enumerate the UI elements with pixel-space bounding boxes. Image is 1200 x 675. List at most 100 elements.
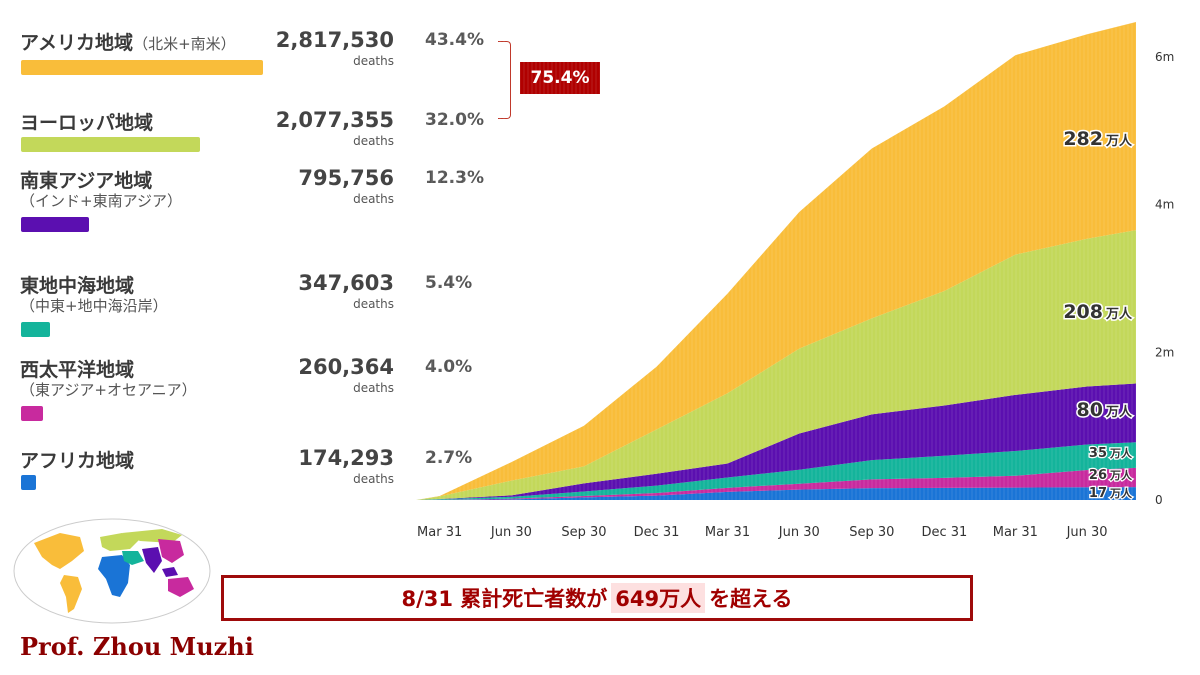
region-death-count: 2,817,530 <box>275 28 394 52</box>
x-tick-label: Mar 31 <box>993 525 1038 540</box>
region-death-count: 347,603 <box>298 271 394 295</box>
region-name: アメリカ地域（北米+南米） <box>20 28 236 55</box>
world-region-map <box>13 518 211 624</box>
author-credit: Prof. Zhou Muzhi <box>20 632 254 661</box>
map-east-asia <box>158 539 184 563</box>
region-row: 西太平洋地域 （東アジア+オセアニア） 260,364 deaths 4.0% <box>0 355 500 445</box>
x-tick-label: Sep 30 <box>561 525 606 540</box>
region-row: 東地中海地域 （中東+地中海沿岸） 347,603 deaths 5.4% <box>0 271 500 361</box>
region-death-unit: deaths <box>353 192 394 206</box>
x-tick-label: Jun 30 <box>490 525 532 540</box>
map-north-america <box>34 533 84 569</box>
region-subtitle: （東アジア+オセアニア） <box>20 381 197 399</box>
area-series <box>416 467 1136 500</box>
series-end-label: 17 万人 <box>1089 486 1133 501</box>
region-share-percent: 32.0% <box>425 110 484 130</box>
region-row: アフリカ地域 174,293 deaths 2.7% <box>0 446 500 536</box>
banner-pre: 8/31 累計死亡者数が <box>401 587 608 611</box>
series-end-unit: 万人 <box>1105 306 1133 322</box>
x-tick-label: Dec 31 <box>634 525 680 540</box>
series-end-value: 80 <box>1077 399 1103 421</box>
region-name: アフリカ地域 <box>20 446 134 473</box>
x-tick-label: Mar 31 <box>417 525 462 540</box>
series-end-value: 282 <box>1063 128 1103 150</box>
region-name-text: 東地中海地域 <box>20 275 135 297</box>
region-name-text: 西太平洋地域 <box>20 359 135 381</box>
region-name-text: 南東アジア地域 <box>20 170 153 192</box>
region-row: 南東アジア地域 （インド+東南アジア） 795,756 deaths 12.3% <box>0 166 500 256</box>
y-tick-label: 2m <box>1155 345 1174 359</box>
area-series <box>416 442 1136 500</box>
map-russia <box>122 529 182 543</box>
region-share-bar <box>21 217 89 232</box>
region-name: 東地中海地域 <box>20 271 134 298</box>
region-share-percent: 2.7% <box>425 448 473 468</box>
region-share-percent: 12.3% <box>425 168 484 188</box>
x-tick-label: Jun 30 <box>778 525 820 540</box>
series-end-label: 208 万人 <box>1063 301 1133 323</box>
region-row: アメリカ地域（北米+南米） 2,817,530 deaths 43.4% <box>0 28 500 118</box>
series-end-value: 17 <box>1089 486 1107 501</box>
series-end-label: 282 万人 <box>1063 128 1133 150</box>
map-south-asia <box>142 547 162 573</box>
map-oceania <box>168 577 194 597</box>
series-end-unit: 万人 <box>1109 468 1133 482</box>
region-death-unit: deaths <box>353 472 394 486</box>
banner-post: を超える <box>709 587 793 611</box>
region-death-count: 174,293 <box>298 446 394 470</box>
map-africa <box>98 555 130 597</box>
series-end-value: 35 <box>1089 446 1107 461</box>
map-se-asia-islands <box>162 567 178 577</box>
region-share-percent: 4.0% <box>425 357 473 377</box>
map-south-america <box>60 575 82 613</box>
stacked-area-chart: 0 2m 4m 6m Mar 31 Jun 30 Sep 30 Dec 31 Mar 31 Jun… <box>415 20 1174 540</box>
series-end-value: 26 <box>1089 468 1107 483</box>
series-end-label: 80 万人 <box>1077 399 1133 421</box>
y-tick-label: 0 <box>1155 493 1163 507</box>
series-end-unit: 万人 <box>1105 404 1133 420</box>
map-middle-east <box>122 551 144 565</box>
area-series <box>416 22 1136 500</box>
region-subtitle: （北米+南米） <box>133 35 236 53</box>
region-death-unit: deaths <box>353 54 394 68</box>
area-series <box>416 383 1136 500</box>
area-hatching <box>415 20 1137 500</box>
region-death-unit: deaths <box>353 381 394 395</box>
region-subtitle: （インド+東南アジア） <box>20 192 182 210</box>
x-tick-label: Sep 30 <box>849 525 894 540</box>
region-death-unit: deaths <box>353 297 394 311</box>
region-share-percent: 5.4% <box>425 273 473 293</box>
y-tick-label: 4m <box>1155 198 1174 212</box>
y-tick-label: 6m <box>1155 50 1174 64</box>
region-share-bar <box>21 406 43 421</box>
region-share-bar <box>21 60 263 75</box>
area-series <box>416 487 1136 500</box>
region-share-bar <box>21 137 200 152</box>
series-end-value: 208 <box>1063 301 1103 323</box>
x-tick-label: Mar 31 <box>705 525 750 540</box>
region-name: ヨーロッパ地域 <box>20 108 153 135</box>
region-share-percent: 43.4% <box>425 30 484 50</box>
series-end-unit: 万人 <box>1109 486 1133 500</box>
top-two-share-badge: 75.4% <box>520 62 600 94</box>
region-share-bar <box>21 475 36 490</box>
region-death-count: 260,364 <box>298 355 394 379</box>
region-name-text: ヨーロッパ地域 <box>20 112 154 134</box>
region-name-text: アメリカ地域 <box>20 32 134 54</box>
area-series <box>416 230 1136 500</box>
series-end-label: 26 万人 <box>1089 468 1133 483</box>
region-death-count: 2,077,355 <box>275 108 394 132</box>
region-row: ヨーロッパ地域 2,077,355 deaths 32.0% <box>0 108 500 198</box>
series-end-unit: 万人 <box>1109 446 1133 460</box>
region-share-bar <box>21 322 50 337</box>
series-end-unit: 万人 <box>1105 133 1133 149</box>
region-death-unit: deaths <box>353 134 394 148</box>
headline-banner: 8/31 累計死亡者数が 649万人 を超える <box>221 575 973 621</box>
region-subtitle: （中東+地中海沿岸） <box>20 297 168 315</box>
map-europe <box>100 533 140 551</box>
series-end-label: 35 万人 <box>1089 446 1133 461</box>
region-name: 西太平洋地域 <box>20 355 134 382</box>
banner-highlight: 649万人 <box>611 583 706 613</box>
region-name: 南東アジア地域 <box>20 166 152 193</box>
region-death-count: 795,756 <box>298 166 394 190</box>
